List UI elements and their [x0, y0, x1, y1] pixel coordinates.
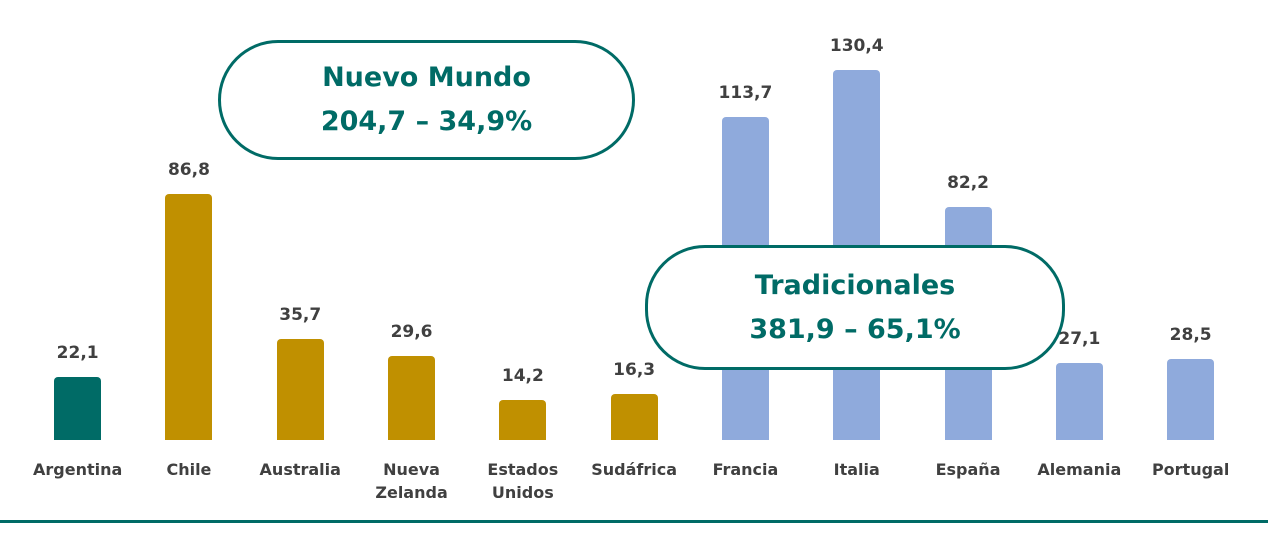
data-label: 35,7	[279, 304, 322, 325]
data-label: 29,6	[390, 322, 433, 342]
annotation-text: 204,7 – 34,9%	[320, 106, 533, 137]
data-label: 16,3	[613, 359, 656, 380]
data-label: 113,7	[718, 83, 773, 104]
data-label: 22,1	[56, 343, 99, 364]
bar	[54, 377, 102, 440]
annotation: Tradicionales 381,9 – 65,1%	[645, 245, 1065, 370]
data-label: 130,4	[829, 36, 884, 56]
x-tick-label: Francia	[712, 460, 779, 479]
bar	[276, 338, 324, 440]
x-tick-label: Argentina	[32, 460, 123, 479]
x-tick-label: Portugal	[1151, 460, 1230, 479]
bar	[388, 356, 436, 440]
x-tick-label: Alemania	[1037, 460, 1122, 479]
x-tick-label: Sudáfrica	[591, 460, 678, 479]
data-label: 82,2	[947, 172, 990, 193]
x-tick-label: Australia	[259, 460, 341, 479]
annotation-title: Tradicionales	[754, 269, 956, 301]
data-label: 14,2	[501, 365, 544, 386]
annotation-title: Nuevo Mundo	[322, 62, 531, 93]
bar	[165, 193, 213, 440]
x-tick-label: Chile	[166, 460, 212, 479]
data-label: 28,5	[1169, 325, 1212, 346]
bar	[1167, 359, 1215, 440]
data-label: 27,1	[1058, 329, 1101, 350]
bar	[610, 393, 658, 440]
bar	[499, 399, 547, 440]
annotation-text: 381,9 – 65,1%	[749, 313, 961, 345]
bottom-rule	[0, 520, 1268, 523]
x-tick-label: Estados Unidos	[487, 460, 559, 502]
bar	[1055, 363, 1103, 440]
x-tick-label: Nueva Zelanda	[375, 460, 448, 502]
annotation: Nuevo Mundo 204,7 – 34,9%	[218, 40, 635, 160]
data-label: 86,8	[167, 159, 210, 180]
x-tick-label: Italia	[833, 460, 880, 479]
x-tick-label: España	[935, 460, 1001, 479]
